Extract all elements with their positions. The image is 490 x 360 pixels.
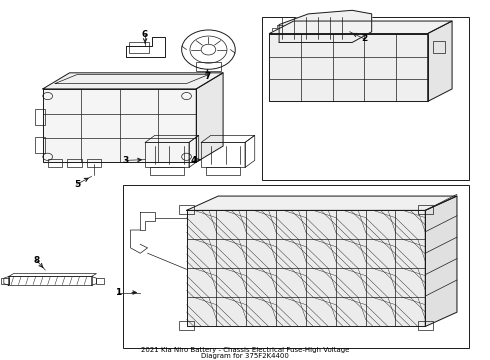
Bar <box>274 42 287 48</box>
Polygon shape <box>279 10 372 42</box>
Bar <box>201 143 245 167</box>
Bar <box>1 278 9 284</box>
Text: 7: 7 <box>204 72 211 81</box>
Bar <box>34 109 45 125</box>
Text: 2: 2 <box>361 35 368 44</box>
Text: 3: 3 <box>122 156 129 165</box>
Bar <box>34 137 45 153</box>
Polygon shape <box>43 89 196 162</box>
Bar <box>97 278 104 284</box>
Polygon shape <box>196 73 223 162</box>
Bar <box>179 321 194 330</box>
Text: 1: 1 <box>115 288 122 297</box>
Polygon shape <box>270 33 428 102</box>
Bar <box>179 205 194 214</box>
Polygon shape <box>187 196 457 210</box>
Text: 2021 Kia Niro Battery - Chassis Electrical Fuse-High Voltage: 2021 Kia Niro Battery - Chassis Electric… <box>141 347 349 353</box>
Polygon shape <box>43 73 223 89</box>
Bar <box>123 185 469 348</box>
Bar <box>9 276 92 285</box>
Text: 5: 5 <box>74 180 80 189</box>
Polygon shape <box>425 196 457 327</box>
Bar <box>145 143 189 167</box>
Bar <box>347 42 360 48</box>
Bar <box>206 167 240 175</box>
Polygon shape <box>270 21 452 33</box>
Polygon shape <box>187 210 425 327</box>
Bar <box>418 321 433 330</box>
Bar <box>272 28 282 39</box>
Bar <box>196 62 220 71</box>
Text: 8: 8 <box>33 256 40 265</box>
Bar <box>150 167 184 175</box>
Bar <box>277 24 289 30</box>
Bar <box>433 41 445 53</box>
Text: 4: 4 <box>191 156 197 165</box>
Bar <box>67 158 82 167</box>
Text: 6: 6 <box>142 30 148 39</box>
Bar <box>48 158 62 167</box>
Polygon shape <box>428 21 452 102</box>
Text: Diagram for 375F2K4400: Diagram for 375F2K4400 <box>201 352 289 359</box>
Bar <box>418 205 433 214</box>
Bar <box>262 18 469 180</box>
Bar <box>87 158 101 167</box>
Bar <box>129 42 148 53</box>
